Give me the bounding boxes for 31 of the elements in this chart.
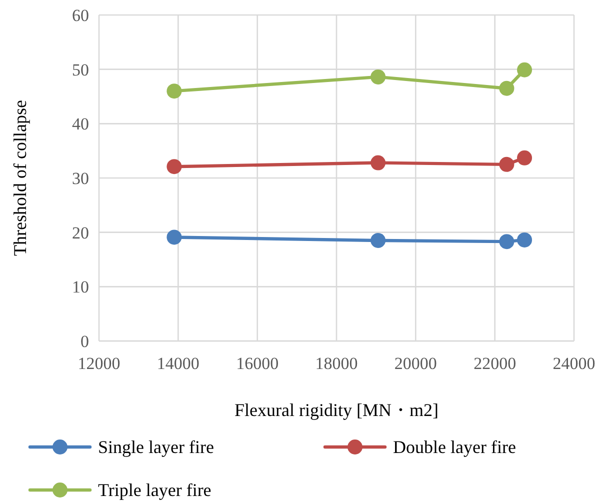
x-tick-label: 16000: [236, 354, 279, 373]
y-tick-label: 40: [72, 114, 89, 134]
y-axis-title: Threshold of collapse: [10, 100, 30, 256]
y-tick-label: 30: [72, 169, 89, 188]
point: [370, 232, 386, 248]
point: [499, 80, 514, 96]
point: [499, 156, 514, 172]
x-tick-label: 18000: [315, 354, 358, 373]
point: [166, 230, 182, 245]
legend-label: Double layer fire: [393, 437, 516, 457]
x-tick-label: 12000: [78, 354, 120, 373]
point: [370, 155, 386, 170]
y-tick-label: 0: [80, 332, 89, 351]
point: [517, 62, 532, 78]
legend-label: Single layer fire: [98, 437, 214, 457]
point: [166, 159, 182, 174]
y-tick-label: 50: [72, 60, 89, 80]
x-axis-title: Flexural rigidity [MN・m2]: [234, 400, 438, 420]
x-tick-label: 14000: [156, 354, 200, 373]
y-tick-label: 10: [72, 278, 89, 297]
y-tick-label: 60: [72, 6, 89, 25]
x-tick-label: 24000: [552, 354, 596, 373]
x-tick-label: 22000: [474, 354, 516, 373]
legend-label: Triple layer fire: [98, 480, 212, 500]
point: [166, 84, 182, 99]
x-tick-label: 20000: [394, 354, 437, 373]
point: [517, 232, 532, 248]
point: [370, 69, 386, 84]
y-tick-label: 20: [72, 223, 89, 242]
point: [517, 150, 532, 166]
point: [499, 234, 514, 250]
